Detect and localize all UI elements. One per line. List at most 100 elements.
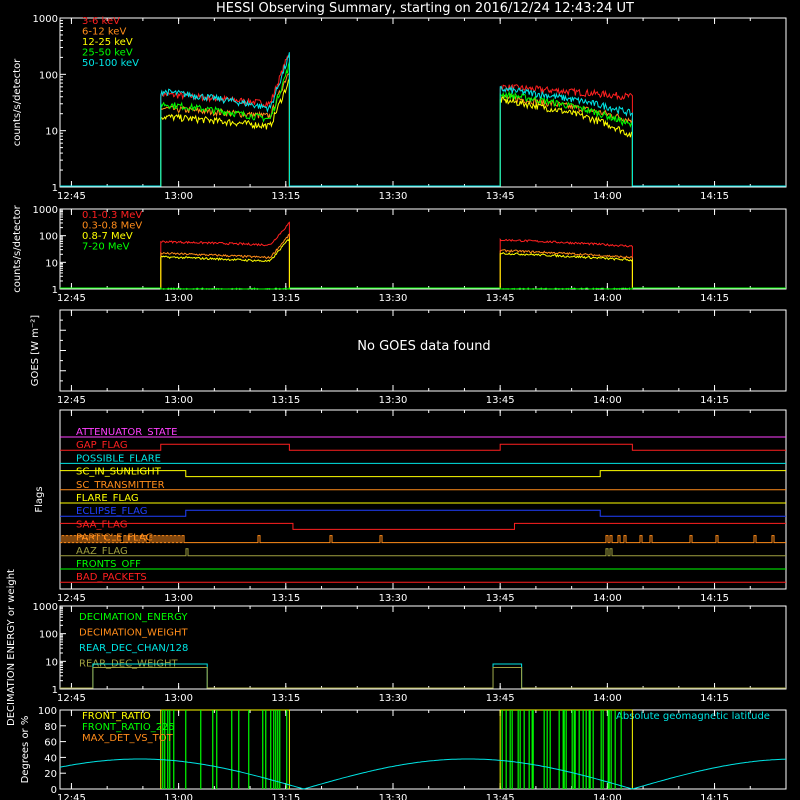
x-tick-label: 14:15	[700, 191, 729, 202]
flag-label: BAD_PACKETS	[76, 572, 147, 583]
flag-line	[60, 509, 786, 517]
x-tick-label: 13:45	[486, 293, 515, 304]
x-tick-label: 14:00	[593, 293, 622, 304]
x-tick-label: 13:00	[164, 793, 193, 800]
panel-geomagnetic: Absolute geomagnetic latitude 12:45 13:00…	[20, 706, 787, 800]
y-tick-label: 80	[44, 722, 57, 733]
panel-hi-energy: 12:45 13:00 13:15 13:30 13:45 14:00 14:15 1 10 10…	[12, 204, 787, 304]
series-line	[60, 233, 786, 289]
flag-label: SC_IN_SUNLIGHT	[76, 467, 162, 478]
y-axis-label: counts/s/detector	[12, 58, 23, 146]
x-tick-label: 13:30	[379, 593, 408, 604]
x-tick-label: 14:15	[700, 793, 729, 800]
series-line	[60, 237, 786, 289]
y-tick-label: 100	[39, 70, 58, 81]
series-line	[60, 52, 786, 187]
legend-entry: 7-20 MeV	[82, 242, 130, 253]
x-tick-label: 13:15	[271, 395, 300, 406]
x-tick-label: 14:00	[593, 793, 622, 800]
panel-lo-energy: 12:45 13:00 13:15 13:30 13:45 14:00 14:15 1 10 10…	[12, 14, 787, 202]
y-axis-label: Flags	[34, 486, 45, 512]
x-tick-label: 14:15	[700, 693, 729, 704]
flag-label: GAP_FLAG	[76, 440, 128, 451]
flag-line	[60, 443, 786, 451]
legend-entry: 12-25 keV	[82, 37, 133, 48]
x-tick-label: 13:30	[379, 793, 408, 800]
flag-label: POSSIBLE_FLARE	[76, 453, 161, 464]
x-tick-label: 13:30	[379, 395, 408, 406]
y-tick-label: 40	[44, 753, 57, 764]
panel-flags: 12:45 13:00 13:15 13:30 13:45 14:00 14:15 Flags…	[34, 409, 787, 604]
x-tick-label: 12:45	[57, 191, 86, 202]
y-axis-label: Degrees or %	[20, 716, 31, 784]
panel-decimation: 12:45 13:00 13:15 13:30 13:45 14:00 14:15 1 10 10…	[6, 569, 787, 726]
legend-entry: DECIMATION_ENERGY	[79, 612, 188, 623]
x-tick-label: 14:00	[593, 191, 622, 202]
legend-entry: 25-50 keV	[82, 48, 133, 59]
x-tick-label: 12:45	[57, 693, 86, 704]
geomag-latitude-line	[59, 758, 787, 790]
legend-entry: REAR_DEC_CHAN/128	[79, 643, 188, 654]
x-tick-label: 13:00	[164, 191, 193, 202]
goes-no-data-message: No GOES data found	[357, 339, 490, 354]
x-tick-label: 14:15	[700, 395, 729, 406]
y-tick-label: 60	[44, 738, 57, 749]
x-tick-label: 13:00	[164, 593, 193, 604]
x-tick-label: 13:00	[164, 293, 193, 304]
flag-line	[60, 522, 786, 530]
legend-entry: MAX_DET_VS_TOT	[82, 733, 174, 744]
flag-label: ATTENUATOR_STATE	[76, 427, 177, 438]
x-tick-label: 13:45	[486, 191, 515, 202]
flag-line	[60, 548, 786, 557]
y-tick-label: 100	[38, 706, 57, 717]
x-tick-label: 13:15	[271, 593, 300, 604]
decimation-line	[60, 666, 786, 689]
y-tick-label: 100	[39, 232, 58, 243]
flag-label: AAZ_FLAG	[76, 546, 128, 557]
legend-entry: 0.3-0.8 MeV	[82, 221, 142, 232]
y-tick-label: 1	[52, 183, 58, 194]
y-tick-label: 1000	[33, 14, 58, 25]
x-tick-label: 13:15	[271, 693, 300, 704]
x-tick-label: 13:45	[486, 793, 515, 800]
x-tick-label: 14:00	[593, 395, 622, 406]
legend-entry: 6-12 keV	[82, 27, 126, 38]
series-line	[60, 287, 786, 290]
y-axis-label: counts/s/detector	[12, 204, 23, 292]
series-line	[60, 221, 786, 289]
flag-label: PARTICLE_FLAG	[76, 533, 153, 544]
panel-goes: No GOES data found 12:45 13:00 13:15 13:30 1…	[30, 309, 787, 406]
x-tick-label: 13:45	[486, 593, 515, 604]
flag-label: SC_TRANSMITTER	[76, 480, 165, 491]
x-tick-label: 13:15	[271, 191, 300, 202]
x-tick-label: 12:45	[57, 793, 86, 800]
x-tick-label: 13:00	[164, 693, 193, 704]
flag-label: FLARE_FLAG	[76, 493, 139, 504]
legend-entry: DECIMATION_WEIGHT	[79, 628, 188, 639]
flag-label: ECLIPSE_FLAG	[76, 506, 147, 517]
x-tick-label: 13:15	[271, 793, 300, 800]
y-axis-label: GOES [W m⁻²]	[30, 315, 41, 386]
panel-frame	[59, 409, 787, 590]
figure-title: HESSI Observing Summary, starting on 201…	[216, 1, 634, 16]
panel-frame	[59, 605, 787, 690]
legend-entry: 0.8-7 MeV	[82, 231, 133, 242]
panel-frame	[59, 208, 787, 290]
flag-line	[60, 470, 786, 478]
y-tick-label: 10	[45, 657, 58, 668]
flag-line	[60, 535, 786, 544]
x-tick-label: 13:45	[486, 395, 515, 406]
x-tick-label: 13:30	[379, 693, 408, 704]
x-tick-label: 12:45	[57, 395, 86, 406]
y-axis-label: DECIMATION ENERGY or weight	[6, 569, 17, 726]
y-tick-label: 100	[39, 630, 58, 641]
y-tick-label: 20	[44, 769, 57, 780]
x-tick-label: 14:00	[593, 593, 622, 604]
y-tick-label: 10	[45, 127, 58, 138]
flag-label: SAA_FLAG	[76, 519, 127, 530]
y-tick-label: 1	[52, 685, 58, 696]
geomag-annotation: Absolute geomagnetic latitude	[616, 711, 770, 722]
y-tick-label: 1000	[33, 205, 58, 216]
series-line	[60, 53, 786, 187]
